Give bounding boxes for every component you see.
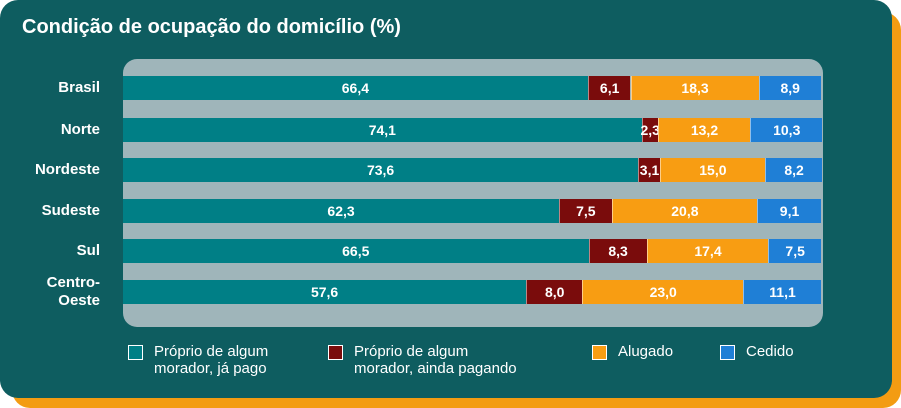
bar-segment: 6,1 [587, 76, 631, 100]
bar-segment: 66,5 [123, 239, 589, 263]
chart-title: Condição de ocupação do domicílio (%) [22, 16, 401, 38]
bar-segment: 8,2 [764, 158, 823, 182]
bar-segment: 13,2 [657, 118, 751, 142]
bar-segment: 8,0 [526, 280, 583, 304]
legend-label: Próprio de algum morador, ainda pagando [354, 343, 517, 377]
chart-card: Condição de ocupação do domicílio (%) 66… [0, 0, 892, 398]
bar-segment: 66,4 [123, 76, 588, 100]
legend-swatch [328, 345, 343, 360]
bar-segment: 7,5 [768, 239, 821, 263]
bar-segment: 8,9 [758, 76, 821, 100]
bar-segment: 7,5 [559, 199, 612, 223]
bar-segment: 74,1 [123, 118, 642, 142]
legend-item: Alugado [592, 343, 673, 360]
category-label: Brasil [58, 79, 100, 96]
legend-swatch [720, 345, 735, 360]
category-label: Centro- Oeste [46, 274, 100, 309]
legend-swatch [128, 345, 143, 360]
legend-item: Cedido [720, 343, 794, 360]
bar-segment: 8,3 [588, 239, 647, 263]
legend-item: Próprio de algum morador, ainda pagando [328, 343, 517, 377]
legend-item: Próprio de algum morador, já pago [128, 343, 268, 377]
bar-segment: 10,3 [750, 118, 823, 142]
legend-label: Próprio de algum morador, já pago [154, 343, 269, 377]
bar-segment: 62,3 [123, 199, 560, 223]
bar-segment: 17,4 [646, 239, 769, 263]
bar-segment: 23,0 [582, 280, 744, 304]
legend-label: Cedido [746, 343, 794, 360]
bar-segment: 11,1 [743, 280, 821, 304]
legend-swatch [592, 345, 607, 360]
category-label: Nordeste [34, 161, 100, 178]
category-label: Sudeste [41, 202, 100, 219]
bar-segment: 18,3 [630, 76, 759, 100]
bar-segment: 73,6 [123, 158, 639, 182]
bar-segment: 20,8 [611, 199, 758, 223]
category-label: Norte [60, 121, 100, 138]
bar-segment: 3,1 [638, 158, 660, 182]
bar-segment: 2,3 [641, 118, 660, 142]
category-label: Sul [76, 242, 100, 259]
bar-segment: 57,6 [123, 280, 527, 304]
bar-segment: 15,0 [659, 158, 765, 182]
bar-segment: 9,1 [757, 199, 821, 223]
legend-label: Alugado [618, 343, 674, 360]
